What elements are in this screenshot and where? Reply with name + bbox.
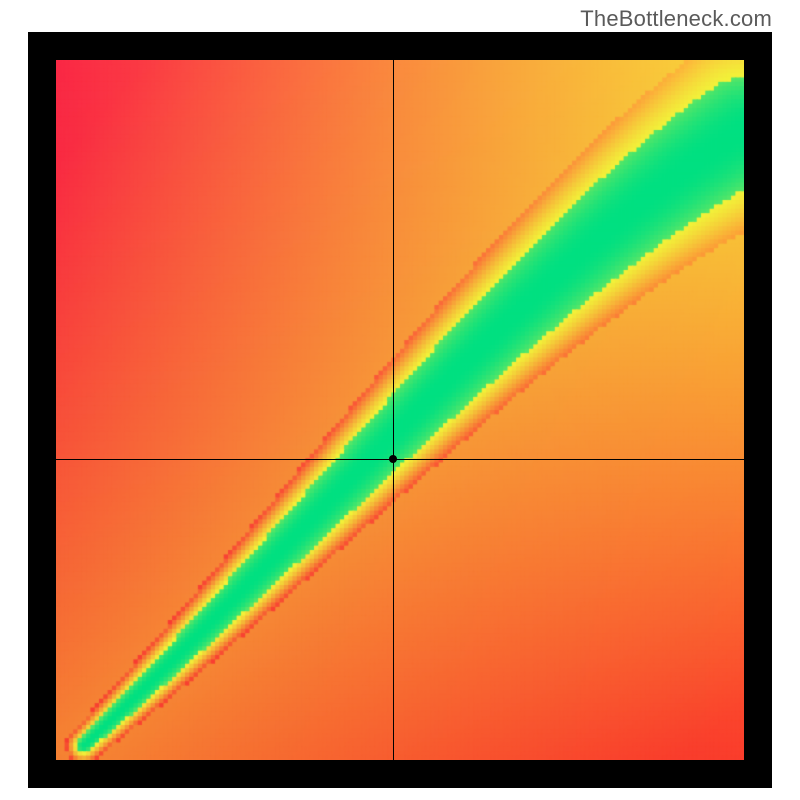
crosshair-horizontal (56, 459, 744, 460)
watermark-text: TheBottleneck.com (580, 6, 772, 32)
marker-dot (389, 455, 397, 463)
plot-frame (28, 32, 772, 788)
plot-inner (56, 60, 744, 760)
chart-container: TheBottleneck.com (0, 0, 800, 800)
heatmap-canvas (56, 60, 744, 760)
crosshair-vertical (393, 60, 394, 760)
